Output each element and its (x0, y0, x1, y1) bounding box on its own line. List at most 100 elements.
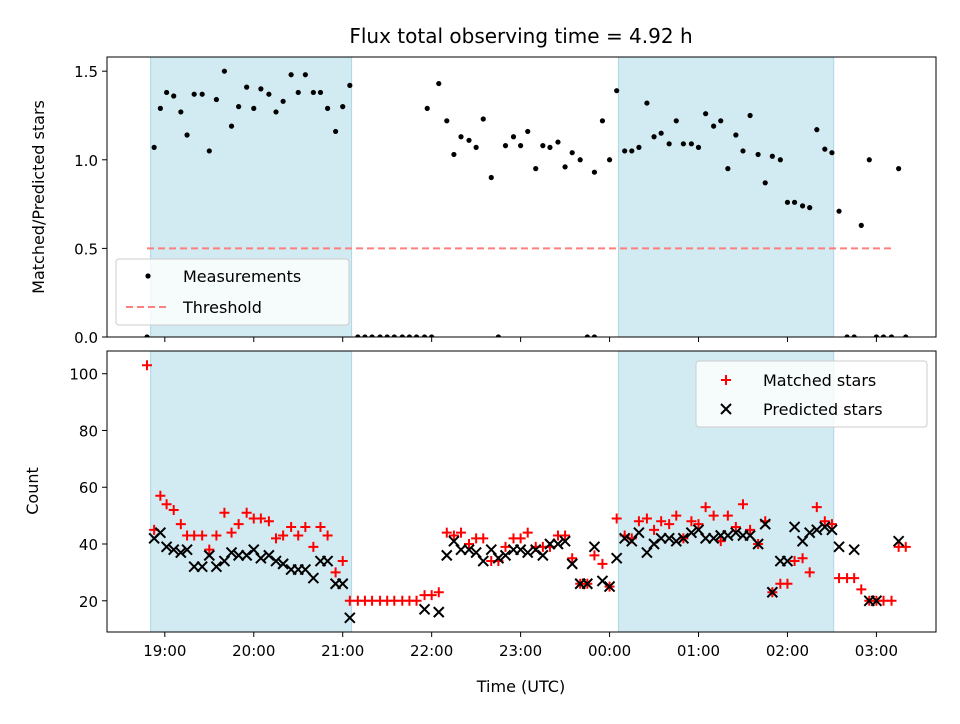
data-point (584, 334, 590, 337)
data-point (157, 105, 163, 111)
y-axis-label: Count (23, 467, 42, 515)
data-point (730, 526, 742, 539)
data-point (566, 558, 578, 570)
data-point (814, 127, 820, 133)
data-point (722, 510, 733, 521)
data-point (552, 538, 564, 550)
legend-box (115, 258, 350, 326)
data-point (421, 334, 428, 337)
data-point (880, 334, 887, 337)
x-tick-label: 00:00 (588, 642, 631, 660)
x-tick-label: 20:00 (232, 642, 275, 660)
data-point (473, 144, 479, 150)
data-point (288, 72, 294, 78)
data-point (567, 553, 578, 564)
data-point (510, 134, 517, 140)
data-point (533, 166, 539, 172)
data-point (888, 334, 895, 337)
data-point (270, 555, 282, 567)
data-point (456, 527, 467, 538)
data-point (849, 573, 860, 584)
data-point (278, 530, 289, 541)
data-point (266, 91, 272, 97)
axes-frame (106, 350, 937, 633)
legend-label: Measurements (183, 267, 301, 286)
data-point (142, 360, 153, 371)
x-tick-label: 01:00 (677, 642, 720, 660)
data-point (664, 519, 675, 530)
data-point (175, 519, 186, 530)
data-point (740, 148, 746, 154)
data-point (693, 519, 704, 530)
data-point (803, 526, 816, 539)
data-point (718, 118, 724, 124)
data-point (670, 535, 682, 547)
data-point (769, 153, 775, 159)
data-point (384, 334, 390, 337)
plot-area (144, 68, 909, 337)
data-point (221, 68, 228, 74)
data-point (777, 157, 783, 163)
data-point (611, 513, 622, 524)
data-point (599, 118, 606, 124)
data-point (429, 334, 435, 337)
data-point (344, 612, 356, 624)
data-point (480, 116, 486, 122)
data-point (836, 208, 842, 214)
data-point (685, 526, 698, 539)
data-point (788, 521, 801, 533)
data-point (822, 146, 828, 152)
data-point (530, 543, 542, 556)
data-point (633, 526, 645, 539)
y-tick-label: 20 (79, 593, 98, 611)
data-point (315, 521, 326, 532)
y-tick-label: 1.5 (74, 63, 98, 81)
data-point (444, 118, 450, 124)
data-point (747, 112, 753, 119)
data-point (762, 180, 768, 186)
data-point (171, 93, 177, 99)
data-point (589, 550, 600, 561)
data-point (241, 507, 252, 518)
data-point (255, 552, 267, 564)
data-point (673, 118, 679, 124)
data-point (426, 590, 437, 601)
data-point (791, 199, 798, 205)
data-point (233, 519, 244, 530)
data-point (596, 575, 609, 587)
data-point (308, 541, 319, 552)
data-point (622, 148, 628, 154)
data-point (759, 518, 771, 530)
data-point (703, 111, 709, 117)
data-point (324, 105, 331, 111)
data-point (562, 164, 568, 170)
data-point (518, 143, 524, 149)
data-point (782, 578, 793, 589)
data-point (811, 524, 823, 536)
data-point (203, 549, 215, 562)
data-point (255, 513, 266, 524)
x-tick-label: 02:00 (766, 642, 809, 660)
x-tick-label: 23:00 (499, 642, 542, 660)
data-point (240, 549, 253, 562)
data-point (903, 334, 909, 337)
data-point (154, 526, 167, 539)
data-point (707, 532, 720, 545)
y-tick-label: 0.5 (74, 240, 98, 258)
data-point (413, 334, 420, 337)
data-point (708, 510, 719, 521)
y-tick-label: 0.0 (74, 329, 98, 347)
data-point (263, 549, 275, 562)
data-point (666, 141, 672, 147)
data-point (629, 148, 635, 154)
data-point (826, 524, 838, 536)
data-point (488, 174, 494, 181)
data-point (680, 141, 686, 147)
data-point (463, 543, 475, 556)
data-point (577, 157, 583, 163)
data-point (722, 529, 734, 542)
data-point (500, 541, 511, 552)
data-point (525, 128, 531, 135)
data-point (271, 533, 282, 544)
data-point (310, 89, 316, 96)
